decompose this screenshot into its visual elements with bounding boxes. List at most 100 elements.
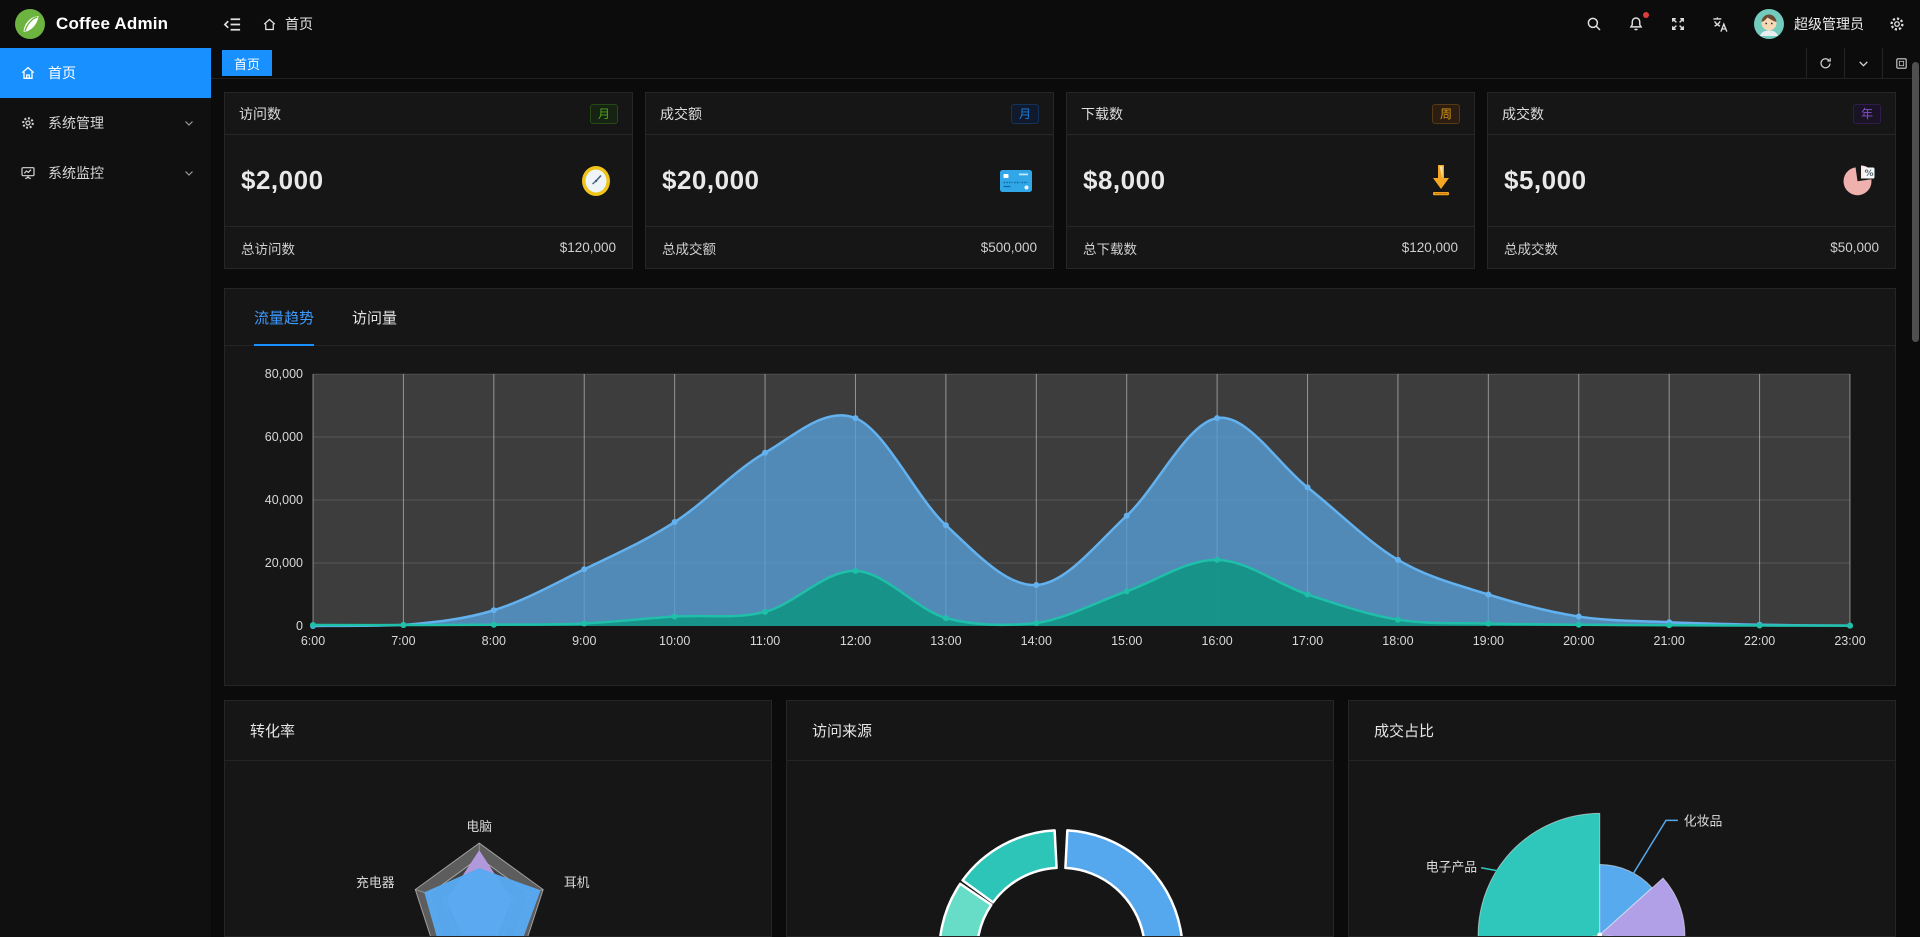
- svg-text:充电器: 充电器: [356, 875, 395, 890]
- stat-badge: 月: [589, 103, 618, 124]
- stat-title: 访问数: [239, 105, 281, 122]
- stat-card-visits: 访问数 月 $2,000 总访问数 $120,000: [224, 92, 633, 269]
- svg-text:0: 0: [296, 619, 303, 633]
- stat-footer-label: 总成交数: [1504, 241, 1558, 257]
- sidebar-menu: 首页 系统管理 系统监控: [0, 48, 211, 198]
- stat-title: 成交额: [660, 105, 702, 122]
- svg-text:化妆品: 化妆品: [1684, 813, 1723, 828]
- app-title: Coffee Admin: [56, 14, 169, 33]
- fullscreen-arrows-icon: [1672, 18, 1684, 30]
- fullscreen-button[interactable]: [1669, 15, 1687, 33]
- bell-icon: [1629, 17, 1643, 31]
- svg-text:20,000: 20,000: [265, 556, 303, 570]
- translate-icon: [1713, 16, 1728, 32]
- tab-label: 首页: [234, 56, 261, 72]
- stat-title: 下载数: [1081, 105, 1123, 122]
- sidebar-item-label: 首页: [48, 65, 76, 81]
- collapse-sidebar-button[interactable]: [223, 15, 242, 34]
- svg-text:电脑: 电脑: [466, 819, 492, 834]
- svg-text:21:00: 21:00: [1654, 634, 1685, 648]
- conversion-rate-card: 转化率 电脑 耳机 充电器: [224, 700, 772, 937]
- stat-card-turnover: 成交额 月 $20,000 总成交额 $500,: [645, 92, 1054, 269]
- avatar: [1754, 9, 1784, 39]
- tab-home[interactable]: 首页: [222, 50, 273, 76]
- tab-label: 流量趋势: [254, 309, 315, 327]
- tab-options-button[interactable]: [1844, 48, 1882, 78]
- visit-source-donut-chart: [939, 829, 1183, 936]
- username: 超级管理员: [1794, 16, 1864, 32]
- stat-value: $20,000: [662, 165, 760, 195]
- tab-visit-volume[interactable]: 访问量: [352, 289, 397, 345]
- svg-text:11:00: 11:00: [750, 634, 780, 648]
- home-icon: [21, 66, 35, 79]
- maximize-content-button[interactable]: [1882, 48, 1920, 78]
- gear-icon: [1890, 17, 1904, 31]
- main-content: 访问数 月 $2,000 总访问数 $120,000: [224, 79, 1896, 937]
- tab-label: 访问量: [352, 309, 398, 327]
- chevron-down-icon: [1859, 60, 1868, 67]
- svg-text:9:00: 9:00: [572, 634, 596, 648]
- chevron-down-icon: [185, 171, 193, 176]
- stat-footer-value: $120,000: [559, 240, 616, 255]
- svg-text:%: %: [1864, 169, 1873, 179]
- language-switch-button[interactable]: [1711, 15, 1730, 34]
- tab-traffic-trend[interactable]: 流量趋势: [254, 289, 315, 346]
- search-icon: [1587, 17, 1601, 31]
- stat-value: $8,000: [1083, 165, 1166, 195]
- svg-text:15:00: 15:00: [1111, 634, 1142, 648]
- bottom-cards-row: 转化率 电脑 耳机 充电器 访问来源 成交占比 化妆品 电子产品: [224, 700, 1896, 937]
- stat-footer-value: $500,000: [980, 240, 1037, 255]
- stat-footer-value: $50,000: [1830, 240, 1879, 255]
- visit-source-card: 访问来源: [786, 700, 1334, 937]
- topbar: 首页: [211, 0, 1920, 48]
- monitor-icon: [21, 167, 35, 180]
- spring-leaf-logo-icon: [15, 9, 45, 39]
- svg-text:14:00: 14:00: [1021, 634, 1052, 648]
- refresh-icon: [1820, 57, 1831, 68]
- page-tabs-bar: 首页: [211, 48, 1920, 79]
- scrollbar-thumb[interactable]: [1912, 62, 1919, 342]
- svg-text:18:00: 18:00: [1382, 634, 1413, 648]
- stat-footer-value: $120,000: [1401, 240, 1458, 255]
- svg-text:23:00: 23:00: [1834, 634, 1865, 648]
- maximize-icon: [1896, 57, 1907, 69]
- stat-badge: 周: [1431, 103, 1460, 124]
- stat-cards-row: 访问数 月 $2,000 总访问数 $120,000: [224, 92, 1896, 269]
- stat-footer-label: 总成交额: [662, 241, 716, 257]
- notifications-button[interactable]: [1627, 12, 1649, 33]
- svg-text:60,000: 60,000: [265, 430, 303, 444]
- svg-text:8:00: 8:00: [482, 634, 506, 648]
- stat-value: $2,000: [241, 165, 324, 195]
- sidebar-item-system-management[interactable]: 系统管理: [0, 98, 211, 148]
- user-menu[interactable]: 超级管理员: [1754, 9, 1864, 39]
- sidebar-item-home[interactable]: 首页: [0, 48, 211, 98]
- stat-title: 成交数: [1502, 105, 1544, 122]
- clock-icon: [582, 165, 610, 196]
- deal-share-card: 成交占比 化妆品 电子产品: [1348, 700, 1896, 937]
- home-icon: [263, 18, 276, 30]
- stat-value: $5,000: [1504, 165, 1587, 195]
- breadcrumb[interactable]: 首页: [262, 14, 313, 34]
- credit-card-icon: [1000, 169, 1032, 192]
- svg-text:17:00: 17:00: [1292, 634, 1323, 648]
- sidebar-item-label: 系统监控: [48, 165, 104, 181]
- traffic-trend-card: 流量趋势 访问量 0 20,000 40,000 60,000 80,000 6:00 7:…: [224, 288, 1896, 686]
- stat-badge: 月: [1010, 103, 1039, 124]
- app-logo: Coffee Admin: [0, 0, 211, 48]
- sidebar: Coffee Admin 首页 系统管理 系统监: [0, 0, 211, 937]
- svg-text:12:00: 12:00: [840, 634, 871, 648]
- svg-text:16:00: 16:00: [1201, 634, 1232, 648]
- sidebar-item-system-monitor[interactable]: 系统监控: [0, 148, 211, 198]
- menu-fold-icon: [223, 17, 241, 31]
- search-button[interactable]: [1585, 15, 1603, 33]
- svg-text:20:00: 20:00: [1563, 634, 1594, 648]
- stat-footer-label: 总访问数: [241, 241, 295, 257]
- gear-icon: [22, 117, 34, 129]
- svg-text:耳机: 耳机: [564, 875, 590, 890]
- settings-button[interactable]: [1888, 15, 1906, 33]
- refresh-tab-button[interactable]: [1806, 48, 1844, 78]
- pie-percent-icon: %: [1843, 165, 1875, 195]
- stat-badge: 年: [1852, 103, 1881, 124]
